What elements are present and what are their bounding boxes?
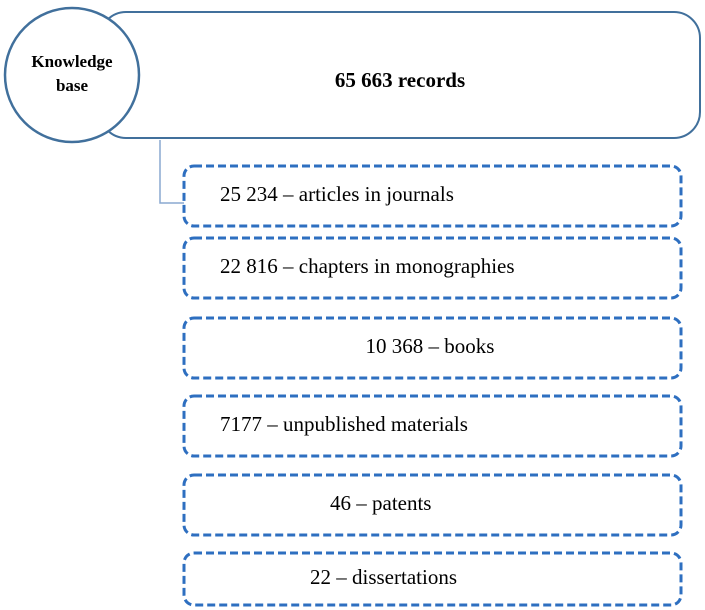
item-label: 22 – dissertations [310,565,457,589]
item-label: 7177 – unpublished materials [220,412,468,436]
item-box [182,473,683,537]
item-box [182,551,683,607]
item-box [182,394,683,458]
root-label: base [56,76,89,95]
total-label: 65 663 records [335,68,465,92]
item-list: 25 234 – articles in journals 22 816 – ch… [182,164,683,607]
item-label: 46 – patents [330,491,431,515]
item-label: 25 234 – articles in journals [220,182,454,206]
root-circle [3,6,141,144]
item-box [182,316,683,380]
item-label: 22 816 – chapters in monographies [220,254,515,278]
item-box [182,164,683,228]
item-label: 10 368 – books [366,334,495,358]
root-label: Knowledge [31,52,113,71]
item-box [182,236,683,300]
connector [159,140,185,204]
